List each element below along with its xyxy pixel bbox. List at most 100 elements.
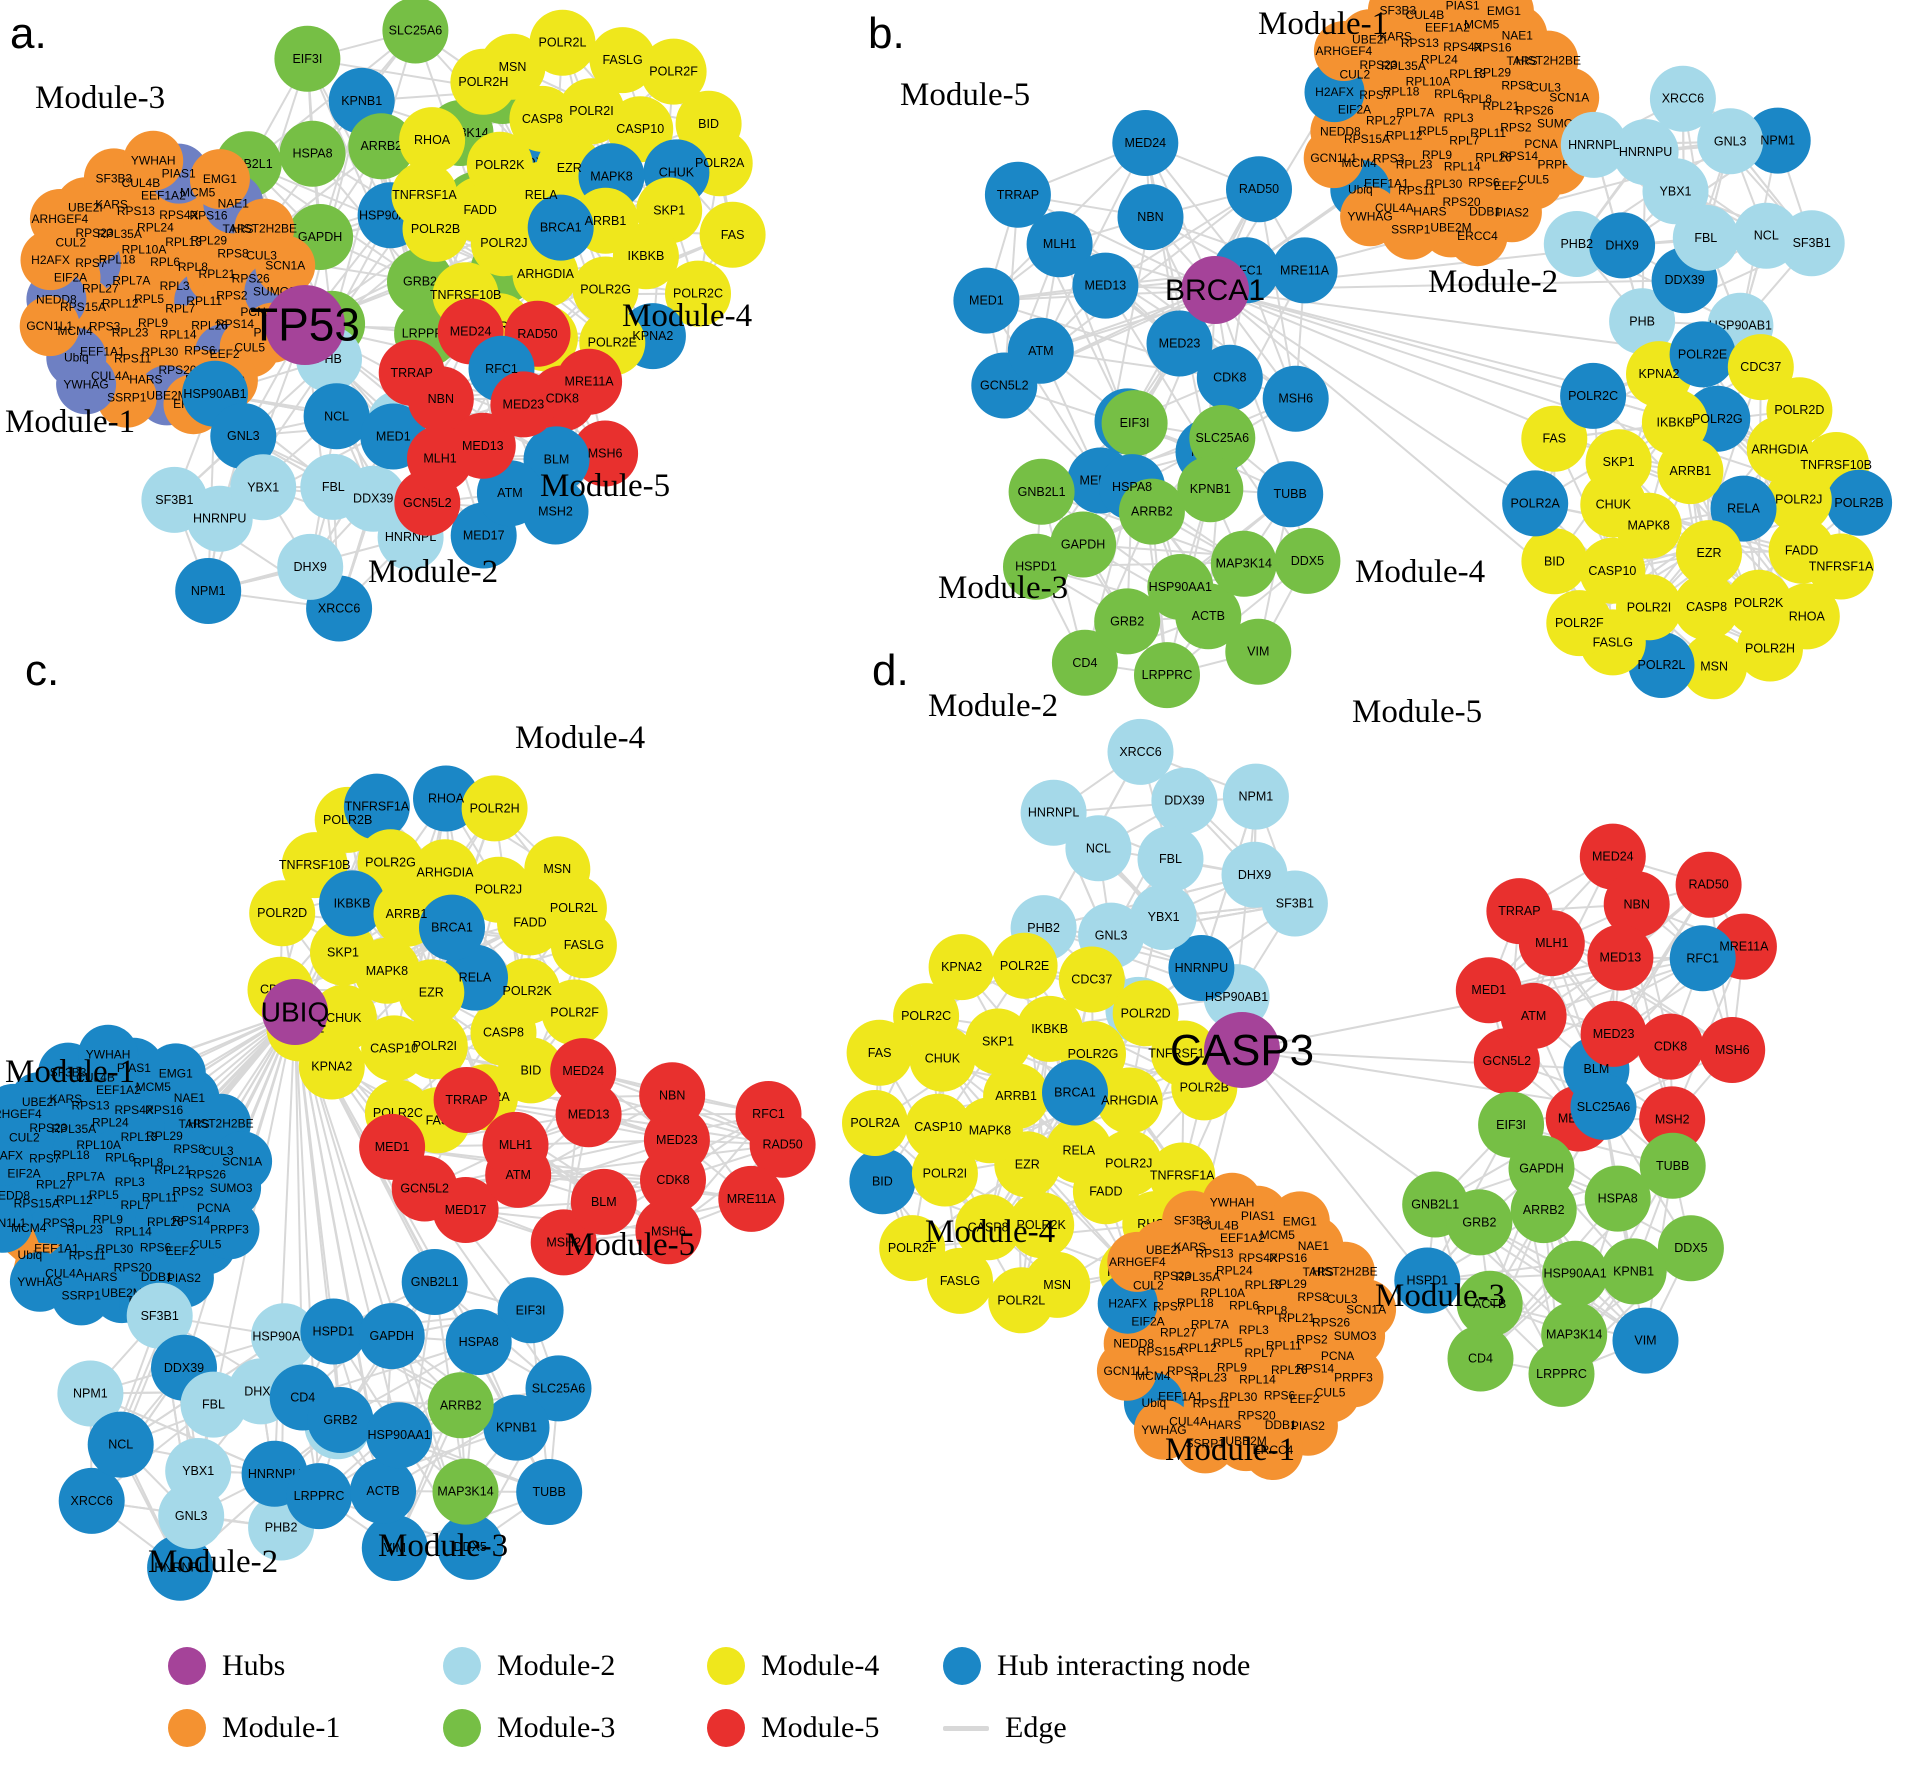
node-POLR2E[interactable] (991, 932, 1058, 999)
node-HSP90AA1[interactable] (1147, 554, 1214, 620)
node-MAPK8[interactable] (353, 937, 420, 1004)
node-ERCC4[interactable] (1243, 1420, 1303, 1480)
node-DDX39[interactable] (1151, 767, 1218, 834)
node-FASLG[interactable] (927, 1247, 993, 1314)
node-FBL[interactable] (1672, 204, 1739, 271)
node-EMG1[interactable] (145, 1043, 206, 1104)
node-GAPDH[interactable] (358, 1303, 425, 1370)
node-ARRB2[interactable] (427, 1372, 494, 1439)
node-YWHAH[interactable] (1407, 0, 1467, 23)
node-HSPA8[interactable] (279, 120, 346, 187)
node-NCL[interactable] (303, 383, 370, 450)
node-KPNB1[interactable] (1600, 1238, 1667, 1305)
node-BLM[interactable] (523, 426, 590, 493)
node-POLR2F[interactable] (879, 1215, 946, 1282)
node-SCN1A[interactable] (1539, 67, 1600, 128)
node-NPM1[interactable] (175, 558, 242, 624)
hub-node-BRCA1[interactable] (1181, 256, 1249, 324)
node-SCN1A[interactable] (212, 1131, 273, 1192)
node-ARRB2[interactable] (348, 113, 415, 180)
node-POLR2E[interactable] (1669, 321, 1736, 388)
node-HSPA8[interactable] (1584, 1165, 1651, 1232)
node-MRE11A[interactable] (1271, 237, 1338, 304)
node-KPNB1[interactable] (483, 1394, 550, 1461)
node-POLR2H[interactable] (461, 775, 528, 842)
node-BRCA1[interactable] (419, 894, 485, 961)
node-MLH1[interactable] (1518, 910, 1585, 977)
node-MED13[interactable] (1587, 924, 1654, 991)
node-MED13[interactable] (555, 1081, 622, 1148)
node-ARHGDIA[interactable] (1096, 1067, 1163, 1134)
node-GNB2L1[interactable] (401, 1249, 468, 1315)
node-CD4[interactable] (1447, 1325, 1514, 1392)
node-FAS[interactable] (1521, 405, 1588, 472)
node-MSN[interactable] (1681, 633, 1748, 700)
node-IKBKB[interactable] (319, 870, 385, 937)
node-POLR2L[interactable] (529, 9, 596, 76)
node-YWHAG[interactable] (1133, 1399, 1194, 1460)
node-POLR2G[interactable] (357, 829, 424, 896)
node-POLR2A[interactable] (842, 1090, 908, 1156)
node-GCN1L1[interactable] (0, 1192, 33, 1253)
node-EZR[interactable] (1676, 520, 1742, 587)
node-MLH1[interactable] (482, 1111, 549, 1178)
node-GCN1L1[interactable] (1303, 128, 1364, 189)
node-VIM[interactable] (361, 1515, 428, 1581)
node-DDX5[interactable] (437, 1513, 504, 1580)
node-ACTB[interactable] (350, 1458, 417, 1524)
node-GCN1L1[interactable] (1096, 1340, 1157, 1401)
node-NBN[interactable] (1603, 871, 1670, 938)
node-ARRB1[interactable] (983, 1063, 1050, 1130)
node-RFC1[interactable] (1669, 925, 1736, 992)
node-TRRAP[interactable] (984, 161, 1051, 228)
hub-node-TP53[interactable] (265, 285, 345, 365)
node-BID[interactable] (1521, 528, 1588, 595)
node-KPNB1[interactable] (1177, 456, 1244, 523)
node-GRB2[interactable] (307, 1387, 374, 1453)
node-RAD50[interactable] (1226, 156, 1292, 223)
node-FBL[interactable] (300, 453, 367, 520)
node-CHUK[interactable] (310, 984, 377, 1051)
node-EIF3I[interactable] (1101, 390, 1168, 457)
node-HSPD1[interactable] (300, 1298, 367, 1365)
node-RFC1[interactable] (735, 1081, 802, 1147)
node-POLR2F[interactable] (1546, 590, 1613, 657)
node-LRPPRC[interactable] (1134, 642, 1200, 709)
node-POLR2C[interactable] (1560, 362, 1627, 429)
node-CASP10[interactable] (1579, 537, 1646, 604)
node-FBL[interactable] (1137, 826, 1204, 892)
node-SCN1A[interactable] (1336, 1279, 1397, 1340)
node-YBX1[interactable] (1130, 884, 1197, 951)
node-MED23[interactable] (1146, 310, 1213, 377)
node-ARHGDIA[interactable] (412, 839, 478, 906)
node-GRB2[interactable] (1094, 588, 1161, 655)
node-VIM[interactable] (1225, 618, 1292, 685)
node-MSH6[interactable] (1699, 1017, 1766, 1083)
node-FAS[interactable] (699, 201, 766, 268)
node-SKP1[interactable] (965, 1008, 1031, 1075)
node-MED23[interactable] (643, 1107, 710, 1173)
node-NCL[interactable] (87, 1411, 154, 1478)
node-PHB[interactable] (1609, 288, 1676, 355)
node-SLC25A6[interactable] (525, 1355, 592, 1422)
node-ARHGDIA[interactable] (1746, 416, 1813, 483)
node-MAP3K14[interactable] (1210, 530, 1277, 597)
node-IKBKB[interactable] (1016, 995, 1083, 1062)
node-NCL[interactable] (1065, 815, 1132, 882)
node-POLR2B[interactable] (1826, 469, 1893, 536)
node-BRCA1[interactable] (527, 194, 594, 261)
node-YWHAG[interactable] (56, 354, 117, 415)
node-SLC25A6[interactable] (382, 0, 449, 64)
node-FAS[interactable] (846, 1019, 913, 1086)
node-POLR2F[interactable] (640, 38, 707, 105)
node-YBX1[interactable] (1642, 158, 1709, 225)
node-CHUK[interactable] (909, 1025, 976, 1092)
node-GNL3[interactable] (1697, 108, 1764, 175)
node-LRPPRC[interactable] (286, 1463, 352, 1530)
node-ARHGEF4[interactable] (29, 189, 90, 249)
node-POLR2L[interactable] (988, 1267, 1055, 1334)
node-CASP8[interactable] (1673, 574, 1740, 641)
node-MAP3K14[interactable] (1541, 1301, 1608, 1368)
node-DDX5[interactable] (1657, 1215, 1724, 1282)
node-HNRNPL[interactable] (1560, 111, 1627, 178)
